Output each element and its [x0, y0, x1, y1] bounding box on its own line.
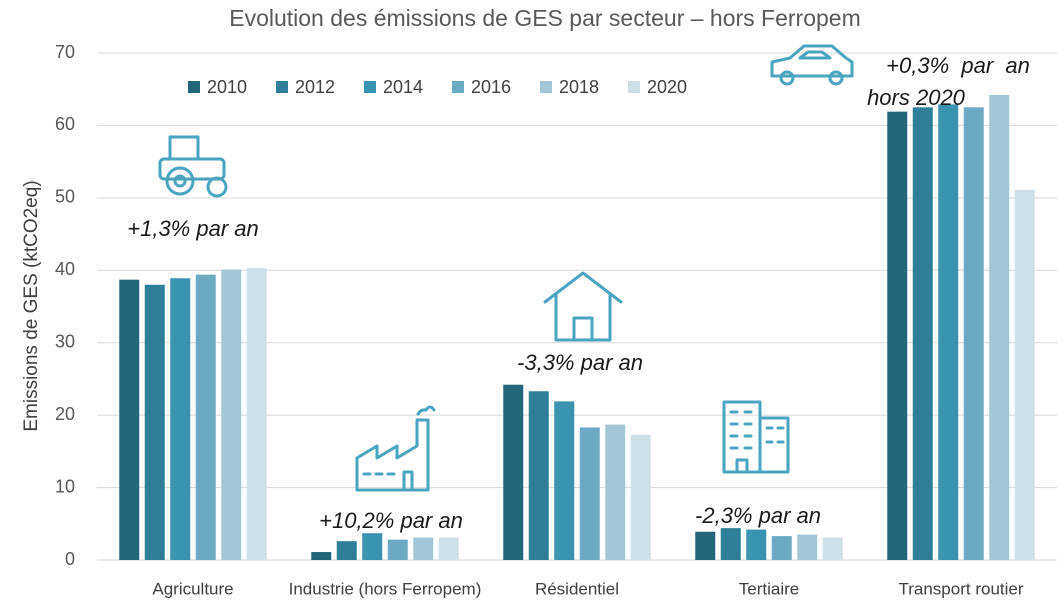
legend-swatch	[364, 81, 376, 93]
bar	[887, 111, 908, 560]
bar	[746, 529, 767, 560]
bar	[195, 274, 216, 560]
bar	[822, 537, 843, 560]
bar	[438, 537, 459, 560]
bar	[362, 533, 383, 560]
building-icon	[722, 400, 790, 474]
chart-title: Evolution des émissions de GES par secte…	[229, 5, 861, 31]
icons	[158, 44, 854, 492]
house-icon	[543, 271, 623, 342]
bar	[1014, 189, 1035, 560]
legend-label: 2014	[383, 77, 423, 97]
x-tick-label: Agriculture	[152, 579, 233, 598]
bar	[963, 107, 984, 561]
factory-icon	[355, 405, 436, 492]
annotation: hors 2020	[867, 85, 966, 110]
bar	[528, 391, 549, 560]
bar	[311, 552, 332, 560]
bar	[119, 279, 140, 560]
annotation: +10,2% par an	[319, 508, 463, 533]
bar	[170, 278, 191, 560]
legend-label: 2016	[471, 77, 511, 97]
bar	[938, 104, 959, 560]
y-tick-label: 50	[55, 187, 75, 207]
bar	[579, 427, 600, 560]
legend-swatch	[540, 81, 552, 93]
annotation: +0,3% par an	[886, 53, 1030, 78]
annotation: -3,3% par an	[517, 350, 643, 375]
tractor-icon	[158, 135, 228, 198]
legend-swatch	[452, 81, 464, 93]
bar	[221, 269, 242, 560]
legend-label: 2012	[295, 77, 335, 97]
x-tick-label: Résidentiel	[535, 579, 619, 598]
x-tick-label: Transport routier	[898, 579, 1023, 598]
y-tick-label: 20	[55, 404, 75, 424]
bar	[503, 384, 524, 560]
bar	[144, 284, 165, 560]
y-axis-label: Emissions de GES (ktCO2eq)	[21, 180, 42, 431]
x-tick-label: Industrie (hors Ferropem)	[289, 579, 482, 598]
bar	[630, 434, 651, 560]
y-tick-label: 40	[55, 259, 75, 279]
legend-label: 2018	[559, 77, 599, 97]
bar	[336, 541, 357, 560]
annotation: -2,3% par an	[695, 503, 821, 528]
y-tick-label: 30	[55, 331, 75, 351]
bar	[554, 401, 575, 560]
bar	[797, 534, 818, 560]
legend-swatch	[628, 81, 640, 93]
bar	[605, 424, 626, 560]
bar	[387, 539, 408, 560]
legend-swatch	[276, 81, 288, 93]
legend-label: 2020	[647, 77, 687, 97]
bar	[771, 536, 792, 560]
y-tick-label: 60	[55, 114, 75, 134]
bar	[720, 528, 741, 560]
bar	[912, 107, 933, 561]
legend-label: 2010	[207, 77, 247, 97]
y-tick-label: 0	[65, 549, 75, 569]
bar	[695, 531, 716, 560]
y-tick-label: 70	[55, 42, 75, 62]
bar	[989, 95, 1010, 560]
bar	[246, 268, 267, 560]
bar	[413, 537, 434, 560]
annotation: +1,3% par an	[127, 216, 258, 241]
car-icon	[770, 44, 854, 86]
y-tick-label: 10	[55, 476, 75, 496]
legend-swatch	[188, 81, 200, 93]
x-tick-label: Tertiaire	[739, 579, 799, 598]
